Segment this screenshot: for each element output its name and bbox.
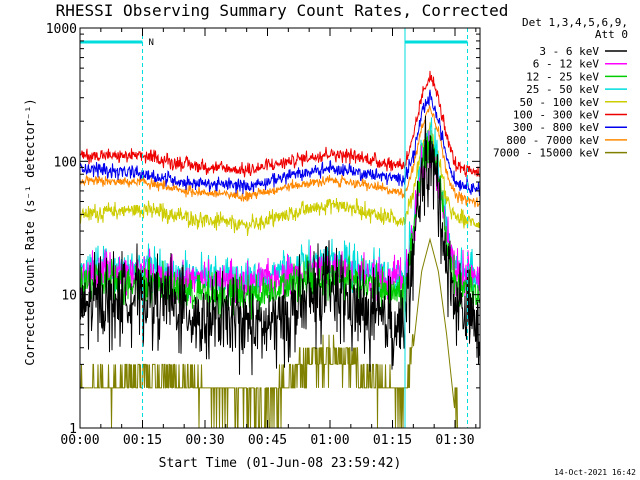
x-tick-label-2: 00:30 xyxy=(185,433,224,448)
legend-label-3: 25 - 50 keV xyxy=(526,83,599,96)
legend-header-0: Det 1,3,4,5,6,9, xyxy=(522,16,628,29)
series-line-5 xyxy=(79,70,480,178)
series-line-0 xyxy=(79,115,480,376)
legend-label-6: 300 - 800 keV xyxy=(513,121,599,134)
y-tick-label-2: 100 xyxy=(54,155,77,170)
legend-label-7: 800 - 7000 keV xyxy=(506,134,599,147)
observing-bar-label: N xyxy=(149,38,154,48)
x-tick-label-4: 01:00 xyxy=(310,433,349,448)
x-axis-label: Start Time (01-Jun-08 23:59:42) xyxy=(159,456,402,471)
y-tick-label-1: 10 xyxy=(61,289,77,304)
series-line-7 xyxy=(79,103,480,208)
x-tick-label-6: 01:30 xyxy=(435,433,474,448)
y-tick-label-3: 1000 xyxy=(46,22,77,37)
legend-label-8: 7000 - 15000 keV xyxy=(493,147,599,160)
series-line-6 xyxy=(79,89,480,196)
x-tick-label-1: 00:15 xyxy=(123,433,162,448)
legend-label-2: 12 - 25 keV xyxy=(526,70,599,83)
footer-timestamp: 14-Oct-2021 16:42 xyxy=(554,468,636,477)
series-line-8 xyxy=(80,237,480,429)
y-tick-label-0: 1 xyxy=(69,422,77,437)
x-tick-label-0: 00:00 xyxy=(60,433,99,448)
x-tick-label-3: 00:45 xyxy=(248,433,287,448)
legend-header-1: Att 0 xyxy=(595,28,628,41)
legend-label-5: 100 - 300 keV xyxy=(513,109,599,122)
y-axis-label: Corrected Count Rate (s⁻¹ detector⁻¹) xyxy=(23,98,37,365)
chart-title: RHESSI Observing Summary Count Rates, Co… xyxy=(56,1,509,20)
legend-label-0: 3 - 6 keV xyxy=(539,45,599,58)
legend-label-1: 6 - 12 keV xyxy=(533,58,600,71)
series-line-4 xyxy=(79,122,480,236)
plot-frame xyxy=(79,27,481,429)
legend-label-4: 50 - 100 keV xyxy=(520,96,600,109)
x-tick-label-5: 01:15 xyxy=(373,433,412,448)
